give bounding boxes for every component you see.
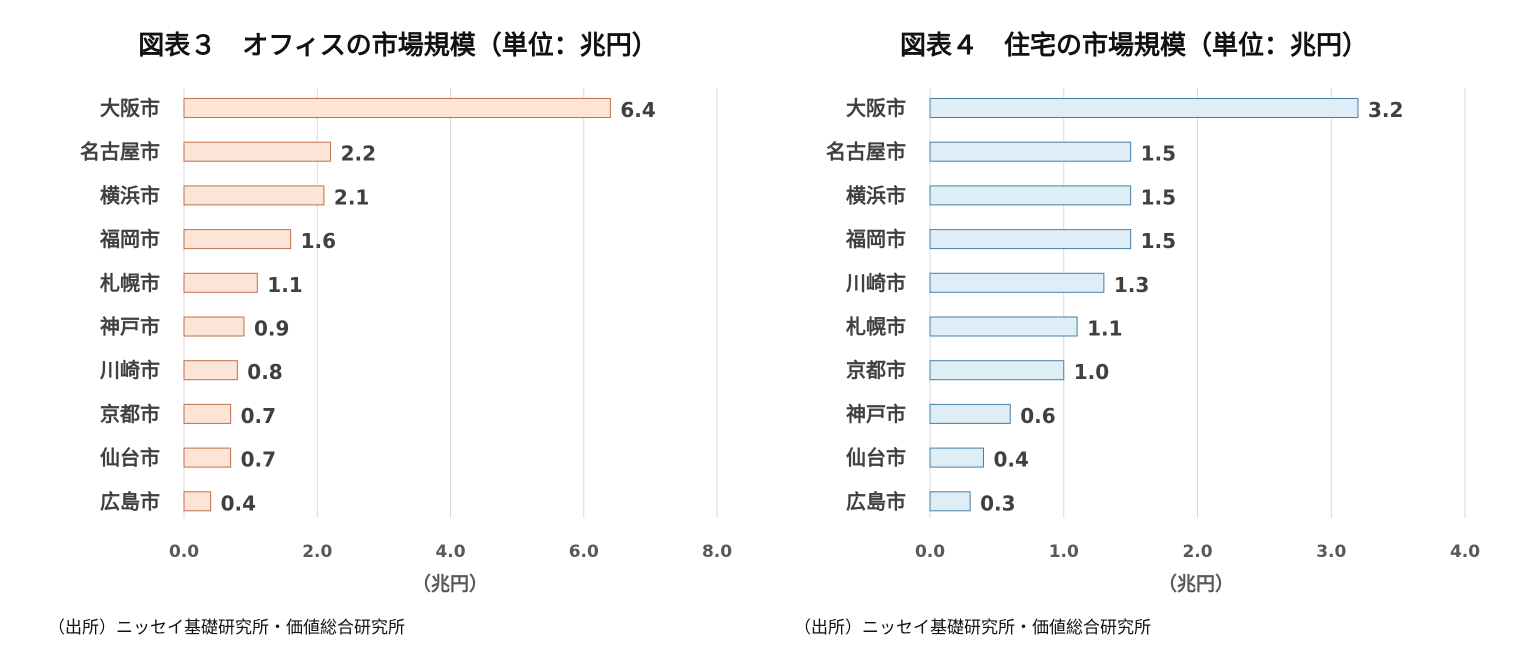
- bar: [929, 360, 1065, 381]
- bar: [183, 403, 232, 424]
- data-label: 0.4: [994, 448, 1029, 472]
- data-label: 1.1: [1087, 317, 1122, 341]
- source-note: （出所）ニッセイ基礎研究所・価値総合研究所: [48, 618, 405, 638]
- source-note: （出所）ニッセイ基礎研究所・価値総合研究所: [794, 618, 1151, 638]
- x-tick-label: 4.0: [1450, 542, 1480, 562]
- data-label: 3.2: [1368, 98, 1403, 122]
- housing-market-chart: 図表４ 住宅の市場規模（単位：兆円） 大阪市名古屋市横浜市福岡市川崎市札幌市京都…: [794, 30, 1480, 638]
- category-label: 札幌市: [99, 271, 160, 295]
- bars: [929, 98, 1359, 512]
- category-label: 札幌市: [845, 315, 906, 339]
- category-label: 川崎市: [845, 271, 906, 295]
- category-label: 川崎市: [99, 358, 160, 382]
- data-label: 1.0: [1074, 360, 1109, 384]
- value-labels: 6.4 2.2 2.1 1.6 1.1 0.9 0.8 0.7 0.7 0.4: [221, 98, 656, 515]
- data-label: 1.5: [1141, 185, 1176, 209]
- x-tick-label: 8.0: [702, 542, 732, 562]
- x-tick-label: 6.0: [569, 542, 599, 562]
- x-tick-labels: 0.0 2.0 4.0 6.0 8.0: [169, 542, 732, 562]
- x-tick-label: 3.0: [1316, 542, 1346, 562]
- x-tick-label: 0.0: [915, 542, 945, 562]
- x-tick-label: 2.0: [302, 542, 332, 562]
- bar: [183, 141, 332, 162]
- data-label: 1.5: [1141, 229, 1176, 253]
- category-label: 大阪市: [100, 96, 160, 120]
- bar: [183, 185, 325, 206]
- bar: [183, 447, 232, 468]
- office-market-chart: 図表３ オフィスの市場規模（単位：兆円） 大阪市名古屋市横浜市福岡市札幌市神戸市…: [48, 30, 732, 638]
- x-tick-label: 1.0: [1049, 542, 1079, 562]
- chart-title: 図表３ オフィスの市場規模（単位：兆円）: [138, 30, 657, 61]
- x-axis-unit-label: （兆円）: [1158, 572, 1234, 595]
- x-tick-label: 4.0: [435, 542, 465, 562]
- bar: [929, 229, 1132, 250]
- x-tick-label: 2.0: [1182, 542, 1212, 562]
- bar: [929, 272, 1105, 293]
- bars: [183, 98, 611, 512]
- bar: [183, 316, 245, 337]
- category-label: 横浜市: [100, 183, 160, 207]
- x-tick-labels: 0.0 1.0 2.0 3.0 4.0: [915, 542, 1480, 562]
- category-label: 名古屋市: [826, 140, 906, 164]
- category-label: 仙台市: [846, 446, 906, 470]
- category-label: 大阪市: [846, 96, 906, 120]
- data-label: 1.3: [1114, 273, 1149, 297]
- data-label: 1.6: [301, 229, 336, 253]
- category-label: 京都市: [846, 358, 906, 382]
- bar: [183, 98, 611, 118]
- category-label: 神戸市: [846, 402, 906, 426]
- bar: [929, 185, 1132, 206]
- category-label: 神戸市: [100, 315, 160, 339]
- category-label: 広島市: [846, 489, 906, 513]
- data-label: 0.4: [221, 491, 256, 515]
- chart-title: 図表４ 住宅の市場規模（単位：兆円）: [900, 30, 1368, 61]
- category-label: 横浜市: [846, 183, 906, 207]
- category-label: 京都市: [100, 402, 160, 426]
- data-label: 0.7: [241, 404, 276, 428]
- data-label: 1.5: [1141, 142, 1176, 166]
- data-label: 1.1: [267, 273, 302, 297]
- category-label: 名古屋市: [80, 140, 160, 164]
- value-labels: 3.2 1.5 1.5 1.5 1.3 1.1 1.0 0.6 0.4 0.3: [980, 98, 1403, 515]
- data-label: 0.8: [247, 360, 282, 384]
- bar: [929, 98, 1359, 118]
- bar: [929, 141, 1132, 162]
- bar: [183, 491, 212, 512]
- bar: [929, 403, 1011, 424]
- data-label: 6.4: [620, 98, 655, 122]
- data-label: 0.3: [980, 491, 1015, 515]
- data-label: 2.1: [334, 185, 369, 209]
- data-label: 0.9: [254, 317, 289, 341]
- data-label: 0.6: [1020, 404, 1055, 428]
- bar: [183, 229, 292, 250]
- bar: [183, 360, 238, 381]
- bar: [929, 447, 984, 468]
- category-label: 福岡市: [99, 227, 160, 251]
- category-label: 仙台市: [100, 446, 160, 470]
- data-label: 0.7: [241, 448, 276, 472]
- category-label: 広島市: [100, 489, 160, 513]
- bar: [929, 491, 971, 512]
- bar: [183, 272, 258, 293]
- x-tick-label: 0.0: [169, 542, 199, 562]
- bar: [929, 316, 1078, 337]
- data-label: 2.2: [341, 142, 376, 166]
- x-axis-unit-label: （兆円）: [412, 572, 488, 595]
- category-label: 福岡市: [845, 227, 906, 251]
